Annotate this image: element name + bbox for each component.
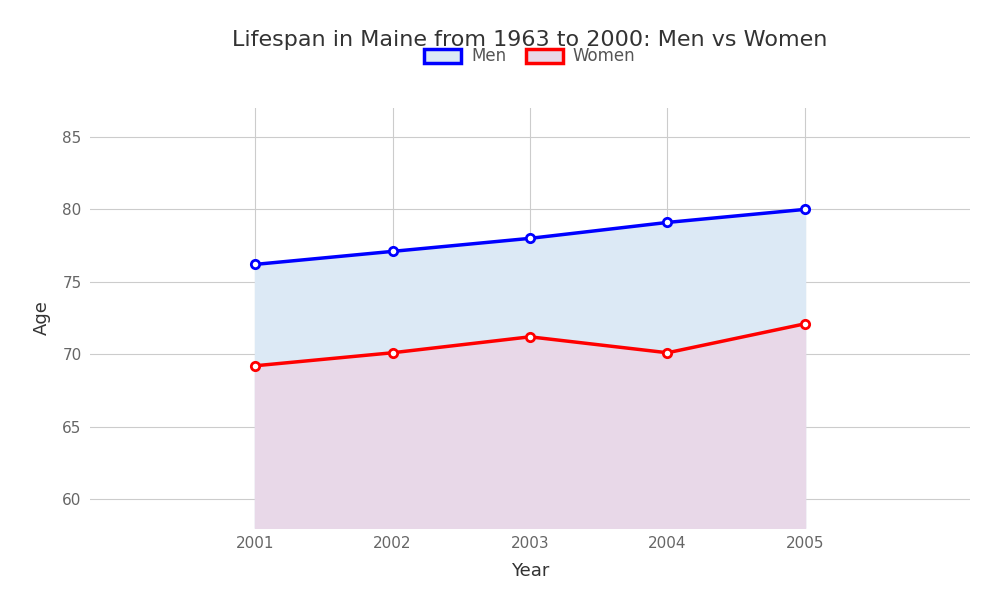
- Legend: Men, Women: Men, Women: [418, 41, 642, 72]
- Men: [661, 219, 673, 226]
- Women: [661, 349, 673, 356]
- Men: [799, 206, 811, 213]
- Line: Men: Men: [251, 205, 809, 269]
- Women: [249, 362, 261, 370]
- Y-axis label: Age: Age: [33, 301, 51, 335]
- Men: [386, 248, 398, 255]
- Men: [524, 235, 536, 242]
- Line: Women: Women: [251, 320, 809, 370]
- Women: [799, 320, 811, 328]
- Women: [524, 333, 536, 340]
- X-axis label: Year: Year: [511, 562, 549, 580]
- Men: [249, 261, 261, 268]
- Women: [386, 349, 398, 356]
- Title: Lifespan in Maine from 1963 to 2000: Men vs Women: Lifespan in Maine from 1963 to 2000: Men…: [232, 29, 828, 49]
